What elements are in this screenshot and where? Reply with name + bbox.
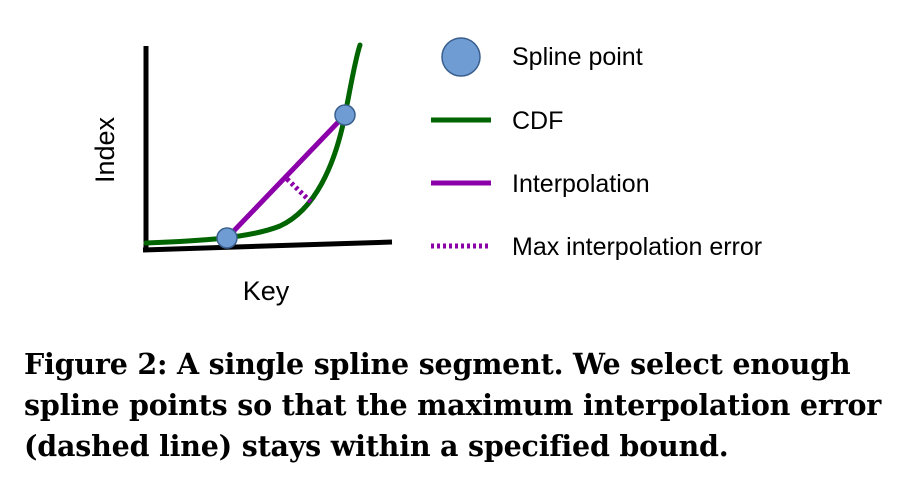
legend-item-interpolation: Interpolation — [431, 170, 650, 198]
x-axis — [142, 239, 393, 253]
y-axis-label: Index — [90, 116, 120, 183]
legend-item-spline-point: Spline point — [441, 37, 643, 77]
cdf-curve — [143, 42, 363, 246]
legend: Spline point CDF Interpolation Max inter… — [431, 37, 762, 261]
legend-label-interpolation: Interpolation — [512, 170, 650, 198]
legend-item-cdf: CDF — [431, 107, 563, 135]
interpolation-line — [224, 112, 348, 241]
figure-caption: Figure 2: A single spline segment. We se… — [24, 347, 882, 463]
max-interpolation-error-line — [285, 177, 313, 204]
legend-spline-point-symbol — [441, 37, 481, 77]
spline-point-end — [334, 104, 356, 126]
spline-point-start — [216, 227, 238, 249]
legend-label-spline-point: Spline point — [512, 43, 643, 71]
axes — [142, 46, 393, 253]
x-axis-label: Key — [243, 276, 290, 306]
legend-item-max-interpolation-error: Max interpolation error — [431, 233, 762, 261]
legend-label-max-interpolation-error: Max interpolation error — [512, 233, 762, 261]
spline-segment-diagram: Key Index Spline point CDF Interpolation… — [90, 37, 762, 306]
legend-label-cdf: CDF — [512, 107, 563, 135]
